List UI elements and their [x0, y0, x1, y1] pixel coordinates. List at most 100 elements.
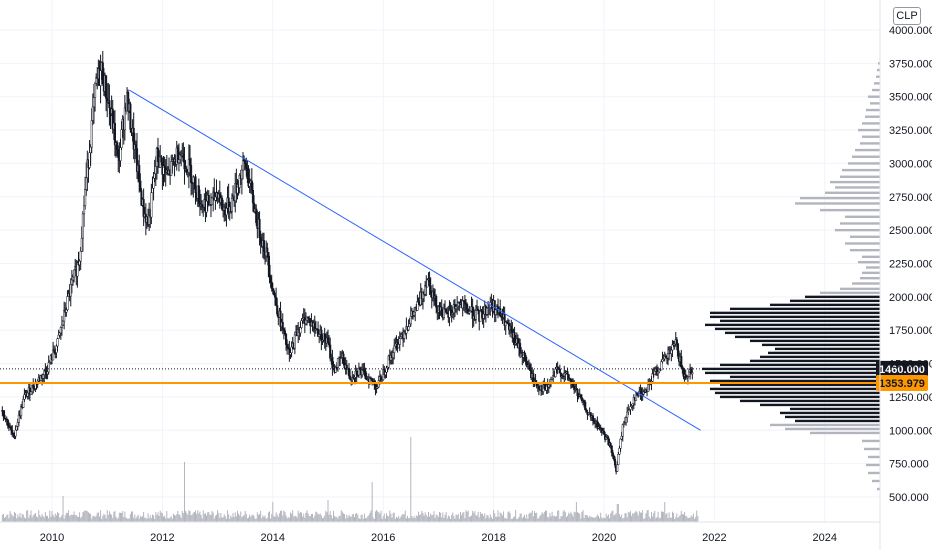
- candle-body: [152, 178, 155, 189]
- candle-body: [666, 353, 670, 359]
- candle-body: [627, 410, 630, 413]
- volume-profile-bar: [868, 471, 880, 475]
- candle-body: [79, 251, 82, 262]
- candle-body: [503, 314, 506, 326]
- candle-body: [197, 185, 200, 204]
- candle-body: [670, 349, 673, 355]
- candle-body: [268, 264, 271, 278]
- volume-profile-bar: [874, 82, 880, 85]
- candle-body: [569, 378, 572, 383]
- volume-profile-bar: [790, 407, 880, 411]
- support-label-bg: [876, 375, 928, 392]
- candle-body: [89, 146, 92, 153]
- candle-body: [629, 406, 632, 410]
- candle-body: [299, 327, 302, 334]
- volume-profile-bar: [775, 347, 880, 351]
- volume-profile-bar: [702, 367, 880, 371]
- candle-body: [355, 370, 358, 376]
- volume-profile-bar: [720, 383, 880, 387]
- candle-body: [589, 412, 592, 418]
- candle-body: [328, 342, 331, 346]
- candle-body: [214, 196, 217, 201]
- volume-profile-bar: [850, 248, 880, 252]
- candle-body: [225, 208, 228, 216]
- candle-body: [207, 194, 210, 206]
- candle-body: [201, 204, 204, 207]
- volume-profile-bar: [865, 115, 880, 118]
- candle-body: [686, 376, 689, 378]
- candle-body: [65, 309, 68, 313]
- volume-profile-bar: [768, 351, 880, 355]
- volume-profile-bar: [858, 260, 880, 264]
- support-label: 1353.979: [879, 378, 925, 390]
- candle-body: [691, 372, 694, 375]
- candle-body: [283, 330, 286, 335]
- candle-body: [80, 237, 83, 252]
- volume-profile-bar: [877, 68, 880, 72]
- candle-body: [258, 219, 261, 238]
- candle-body: [22, 399, 25, 408]
- candle-body: [269, 276, 272, 283]
- volume-profile-bar: [705, 323, 880, 327]
- y-tick-label: 2750.000: [889, 192, 932, 204]
- candle-body: [135, 148, 139, 172]
- volume-profile-bar: [810, 431, 880, 435]
- candle-body: [618, 448, 621, 455]
- volume-profile-bar: [720, 363, 880, 367]
- candle-body: [270, 281, 273, 289]
- candle-body: [547, 384, 550, 388]
- candle-body: [394, 343, 397, 347]
- candle-body: [617, 453, 620, 465]
- volume-profile-bar: [795, 202, 880, 205]
- candle-body: [519, 343, 522, 354]
- candle-body: [612, 455, 615, 460]
- candle-body: [69, 284, 72, 297]
- candle-body: [116, 142, 119, 151]
- y-tick-label: 2000.000: [889, 292, 932, 304]
- x-tick-label: 2014: [261, 532, 285, 544]
- candle-body: [399, 336, 402, 339]
- candle-body: [620, 436, 623, 440]
- candle-body: [16, 422, 19, 427]
- candle-body: [681, 366, 684, 369]
- volume-profile-bar: [760, 403, 880, 407]
- candle-body: [349, 375, 352, 380]
- volume-profile-bar: [872, 88, 880, 92]
- candle-body: [26, 392, 29, 397]
- x-tick-label: 2024: [813, 532, 837, 544]
- volume-profile-bar: [866, 463, 880, 467]
- volume-profile-bar: [876, 75, 880, 78]
- y-tick-label: 3500.000: [889, 92, 932, 104]
- candle-body: [621, 424, 624, 437]
- x-tick-label: 2020: [592, 532, 616, 544]
- volume-profile-bar: [835, 186, 880, 189]
- candle-body: [245, 163, 248, 169]
- candle-body: [323, 333, 326, 341]
- volume-profile-bar: [862, 135, 880, 138]
- candle-body: [81, 213, 84, 239]
- candle-body: [653, 370, 656, 375]
- y-tick-label: 1750.000: [889, 325, 932, 337]
- candle-body: [671, 344, 674, 351]
- candle-body: [52, 349, 55, 361]
- candle-body: [82, 205, 86, 215]
- candle-body: [248, 182, 251, 187]
- candle-body: [407, 326, 410, 331]
- candle-body: [634, 392, 638, 401]
- candle-body: [286, 344, 289, 348]
- candle-body: [244, 160, 247, 164]
- volume-profile-bar: [862, 255, 880, 259]
- candle-body: [90, 120, 93, 148]
- candle-body: [392, 352, 395, 358]
- candle-body: [442, 308, 445, 318]
- candle-body: [272, 290, 275, 296]
- candle-body: [29, 391, 33, 395]
- volume-profile-bar: [835, 228, 880, 232]
- candle-body: [84, 189, 87, 207]
- candle-body: [331, 356, 334, 369]
- volume-profile-bar: [795, 419, 880, 423]
- candle-body: [450, 309, 453, 314]
- currency-badge[interactable]: CLP: [893, 7, 921, 25]
